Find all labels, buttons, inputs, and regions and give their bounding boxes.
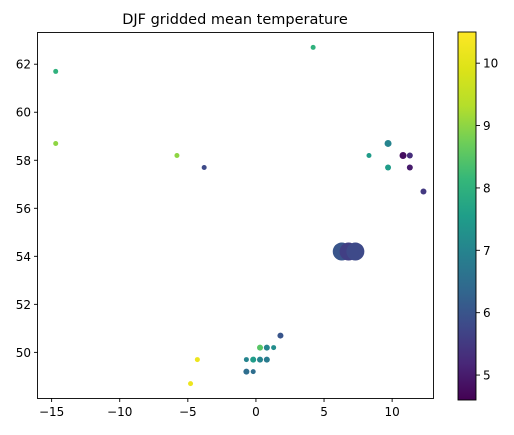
colorbar-tick-label: 8 [483,181,491,195]
data-point [263,356,270,363]
y-tick-label: 58 [16,154,31,168]
x-tick-label: 5 [320,405,328,419]
data-point [310,44,316,50]
data-point [277,332,284,339]
data-point [194,357,200,363]
plot-area [37,32,434,399]
data-point [263,344,270,351]
y-tick-label: 62 [16,58,31,72]
colorbar: 5 6 7 8 9 10 [457,31,498,401]
data-point [53,140,59,146]
colorbar-tick-label: 10 [483,57,498,71]
colorbar-tick-label: 7 [483,244,491,258]
data-points [53,44,427,387]
data-point [257,356,264,363]
data-point [250,369,256,375]
y-tick-label: 52 [16,298,31,312]
x-tick-label: −5 [179,405,197,419]
data-point [399,151,407,159]
y-tick-label: 54 [16,250,31,264]
data-point [384,139,392,147]
x-tick-label: −15 [39,405,64,419]
y-tick-label: 60 [16,106,31,120]
data-point [243,368,250,375]
x-tick-label: −10 [107,405,132,419]
colorbar-tick-label: 9 [483,119,491,133]
x-axis: −15 −10 −5 0 5 10 [39,398,400,419]
chart-title: DJF gridded mean temperature [122,12,348,28]
data-point [406,152,413,159]
data-point [257,344,264,351]
colorbar-ticks: 5 6 7 8 9 10 [476,57,498,383]
data-point [406,164,413,171]
y-tick-label: 56 [16,202,31,216]
colorbar-tick-label: 5 [483,369,491,383]
data-point [188,381,194,387]
colorbar-tick-label: 6 [483,306,491,320]
data-point [420,188,427,195]
plot-frame [37,32,434,399]
x-tick-label: 10 [384,405,399,419]
data-point [243,357,249,363]
x-tick-label: 0 [252,405,260,419]
data-point [366,152,372,158]
data-point [174,152,180,158]
data-point [271,345,277,351]
y-axis: 50 52 54 56 58 60 62 [16,58,38,360]
data-point [346,242,365,261]
data-point [53,68,59,74]
data-point [385,164,392,171]
colorbar-gradient [457,31,477,401]
y-tick-label: 50 [16,346,31,360]
data-point [250,356,257,363]
data-point [201,164,207,170]
